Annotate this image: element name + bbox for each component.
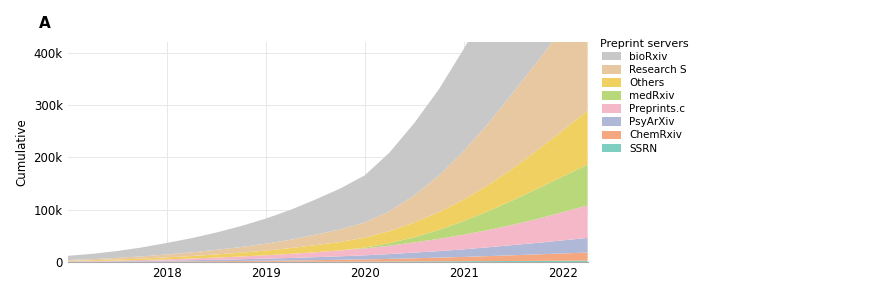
Legend: bioRxiv, Research S, Others, medRxiv, Preprints.c, PsyArXiv, ChemRxiv, SSRN: bioRxiv, Research S, Others, medRxiv, Pr… [598,37,691,156]
Text: A: A [39,16,51,31]
Y-axis label: Cumulative: Cumulative [15,118,28,186]
